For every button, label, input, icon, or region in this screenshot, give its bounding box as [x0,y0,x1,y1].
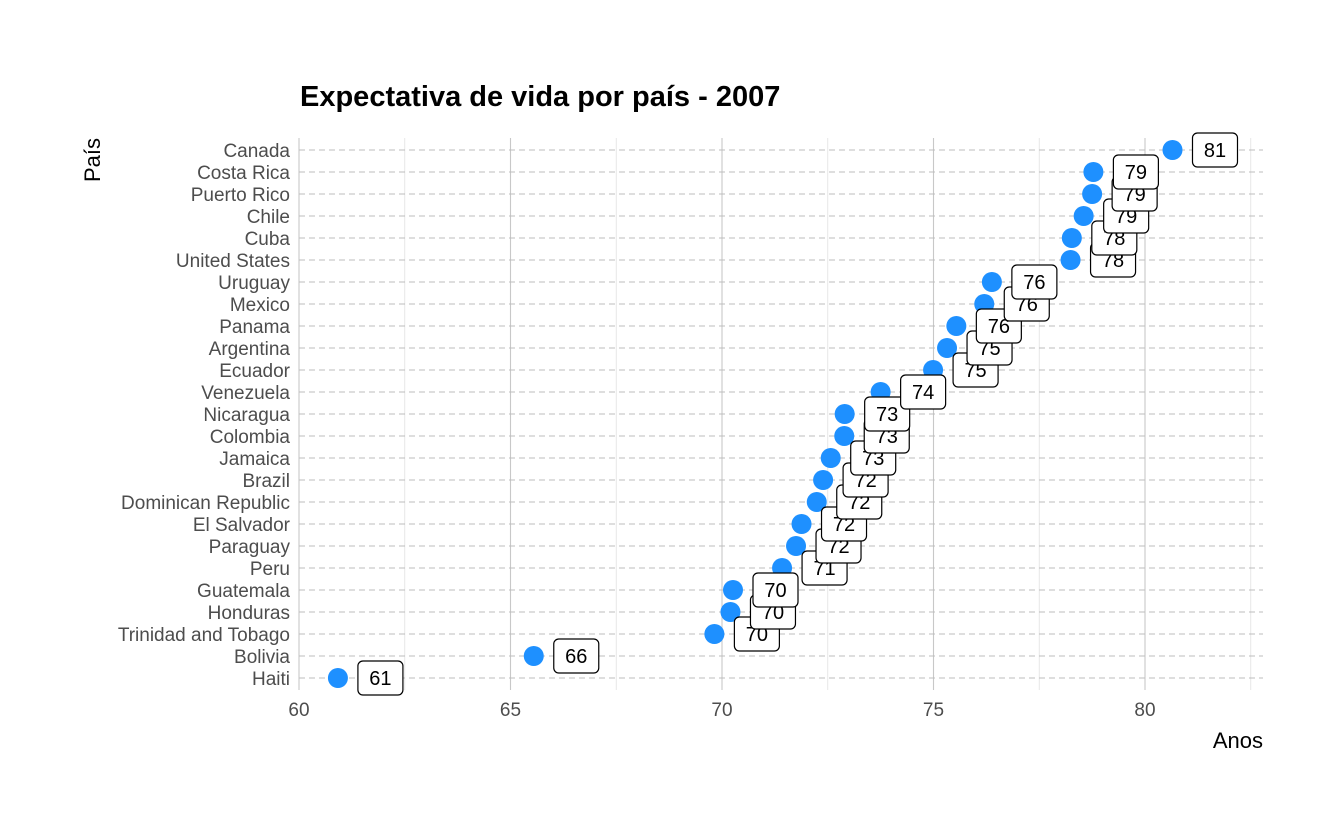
y-tick-label: Venezuela [201,383,290,404]
data-point [813,470,834,490]
y-tick-label: Puerto Rico [191,185,290,206]
data-point [523,646,544,666]
data-label: 66 [553,638,600,674]
data-label-box [357,660,404,696]
x-tick-label: 60 [288,700,309,721]
data-label: 61 [357,660,404,696]
x-tick-label: 75 [923,700,944,721]
data-label-text: 76 [1023,272,1045,294]
y-tick-label: Ecuador [219,361,290,382]
y-tick-label: Trinidad and Tobago [118,625,290,646]
data-label-box [553,638,600,674]
data-point [1061,228,1082,248]
data-point [1073,206,1094,226]
data-point [1082,184,1103,204]
y-tick-label: Canada [223,141,290,162]
grid-lines [298,138,1263,690]
x-tick-label: 65 [500,700,521,721]
chart-title: Expectativa de vida por país - 2007 [300,81,780,113]
data-label-box [1112,154,1159,190]
x-tick-label: 80 [1134,700,1155,721]
y-tick-label: Peru [250,559,290,580]
data-label-text: 66 [565,646,587,668]
data-point [834,426,855,446]
data-point [704,624,725,644]
data-point [786,536,807,556]
y-tick-label: Uruguay [218,273,290,294]
data-point [1162,140,1183,160]
y-axis-label: País [80,138,105,182]
y-tick-label: United States [176,251,290,272]
y-tick-label: Mexico [230,295,290,316]
y-tick-label: Chile [247,207,290,228]
y-tick-label: El Salvador [193,515,291,536]
y-tick-label: Bolivia [234,647,290,668]
y-tick-label: Haiti [252,669,290,690]
y-tick-label: Costa Rica [197,163,290,184]
data-label-text: 70 [764,580,786,602]
data-point [327,668,348,688]
data-label: 70 [752,572,799,608]
data-label-text: 79 [1125,162,1147,184]
data-label-text: 81 [1204,140,1226,162]
data-point [1060,250,1081,270]
data-label: 79 [1112,154,1159,190]
data-point [806,492,827,512]
y-tick-label: Guatemala [197,581,290,602]
data-label-text: 61 [369,668,391,690]
data-label-text: 76 [988,316,1010,338]
data-label-box [1011,264,1058,300]
data-point [981,272,1002,292]
y-tick-label: Jamaica [219,449,290,470]
x-axis-label: Anos [1213,728,1263,753]
data-label: 74 [900,374,947,410]
x-tick-label: 70 [711,700,732,721]
data-point [834,404,855,424]
y-tick-label: Paraguay [209,537,291,558]
data-point [820,448,841,468]
data-label: 76 [1011,264,1058,300]
data-label-text: 74 [912,382,934,404]
x-tick-labels: 60 65 70 75 80 [288,700,1155,721]
data-point [791,514,812,534]
y-tick-label: Panama [219,317,290,338]
data-point [946,316,967,336]
y-tick-label: Argentina [209,339,291,360]
data-point [937,338,958,358]
data-point [722,580,743,600]
y-tick-label: Cuba [245,229,291,250]
data-points [327,140,1183,688]
data-label-box [752,572,799,608]
y-tick-label: Honduras [208,603,290,624]
y-tick-label: Colombia [210,427,291,448]
data-point [1083,162,1104,182]
data-label: 73 [864,396,911,432]
data-labels: 6166707070717272727273737374757576767678… [357,132,1239,696]
data-point [720,602,741,622]
y-tick-label: Dominican Republic [121,493,290,514]
data-label-text: 73 [876,404,898,426]
data-label-box [900,374,947,410]
data-label-box [1191,132,1239,168]
data-label-box [864,396,911,432]
y-tick-label: Nicaragua [203,405,290,426]
data-label: 81 [1191,132,1239,168]
y-tick-label: Brazil [242,471,290,492]
